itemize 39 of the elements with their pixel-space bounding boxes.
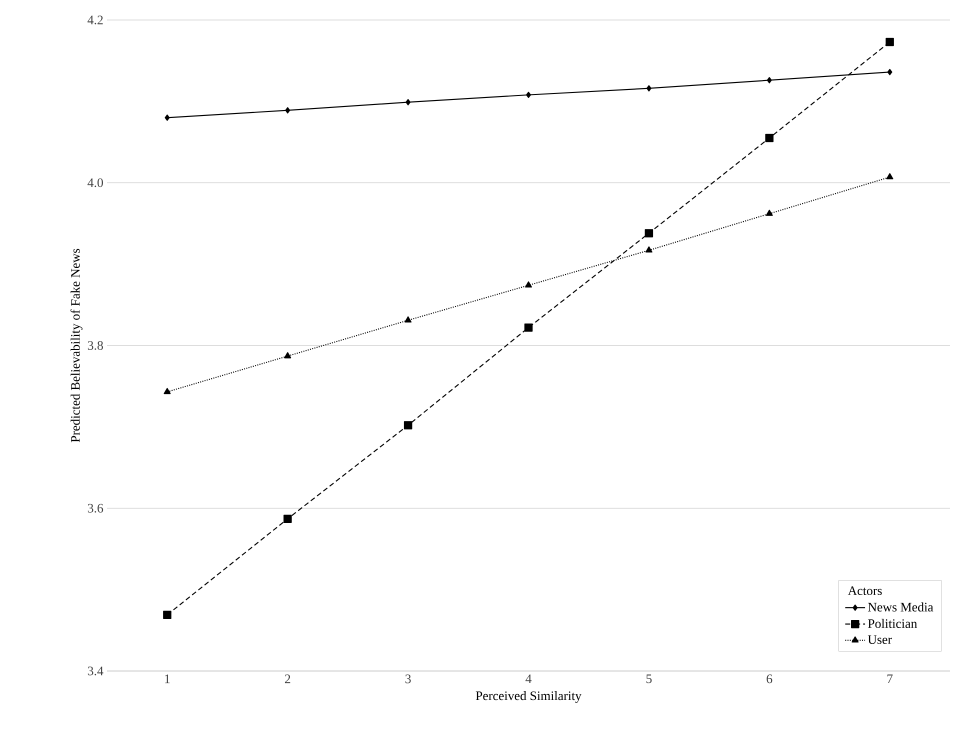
point xyxy=(525,281,532,288)
x-tick-label: 3 xyxy=(405,674,411,684)
point xyxy=(164,114,170,121)
legend-label: News Media xyxy=(868,602,934,612)
point xyxy=(524,323,533,332)
point xyxy=(766,77,772,84)
x-tick-label: 4 xyxy=(526,674,532,684)
point xyxy=(285,107,290,114)
point xyxy=(646,85,652,92)
point xyxy=(887,68,892,76)
x-tick-label: 5 xyxy=(646,674,652,684)
x-tick-label: 6 xyxy=(766,674,772,684)
point xyxy=(645,246,652,253)
y-tick-label: 4.2 xyxy=(88,16,103,24)
legend-title: Actors xyxy=(848,586,882,596)
point xyxy=(164,388,171,394)
y-tick-label: 4.0 xyxy=(88,178,103,188)
x-tick-label: 1 xyxy=(165,674,170,684)
point xyxy=(163,610,172,619)
point xyxy=(284,514,292,523)
point xyxy=(886,38,894,46)
point xyxy=(526,92,531,98)
point xyxy=(406,99,411,106)
point xyxy=(886,173,894,180)
point xyxy=(404,421,412,430)
y-tick-label: 3.6 xyxy=(88,504,104,513)
y-axis-title: Predicted Believability of Fake News xyxy=(70,248,82,442)
x-tick-label: 7 xyxy=(887,674,893,683)
y-tick-label: 3.4 xyxy=(88,666,104,676)
point xyxy=(404,316,412,323)
point xyxy=(644,229,654,238)
point xyxy=(765,134,774,142)
x-tick-label: 2 xyxy=(284,674,290,684)
y-tick-label: 3.8 xyxy=(88,341,103,350)
point xyxy=(284,352,292,358)
legend-label: User xyxy=(868,635,892,644)
x-axis-title: Perceived Similarity xyxy=(476,691,582,703)
point xyxy=(766,210,773,216)
legend-label: Politician xyxy=(868,618,918,628)
